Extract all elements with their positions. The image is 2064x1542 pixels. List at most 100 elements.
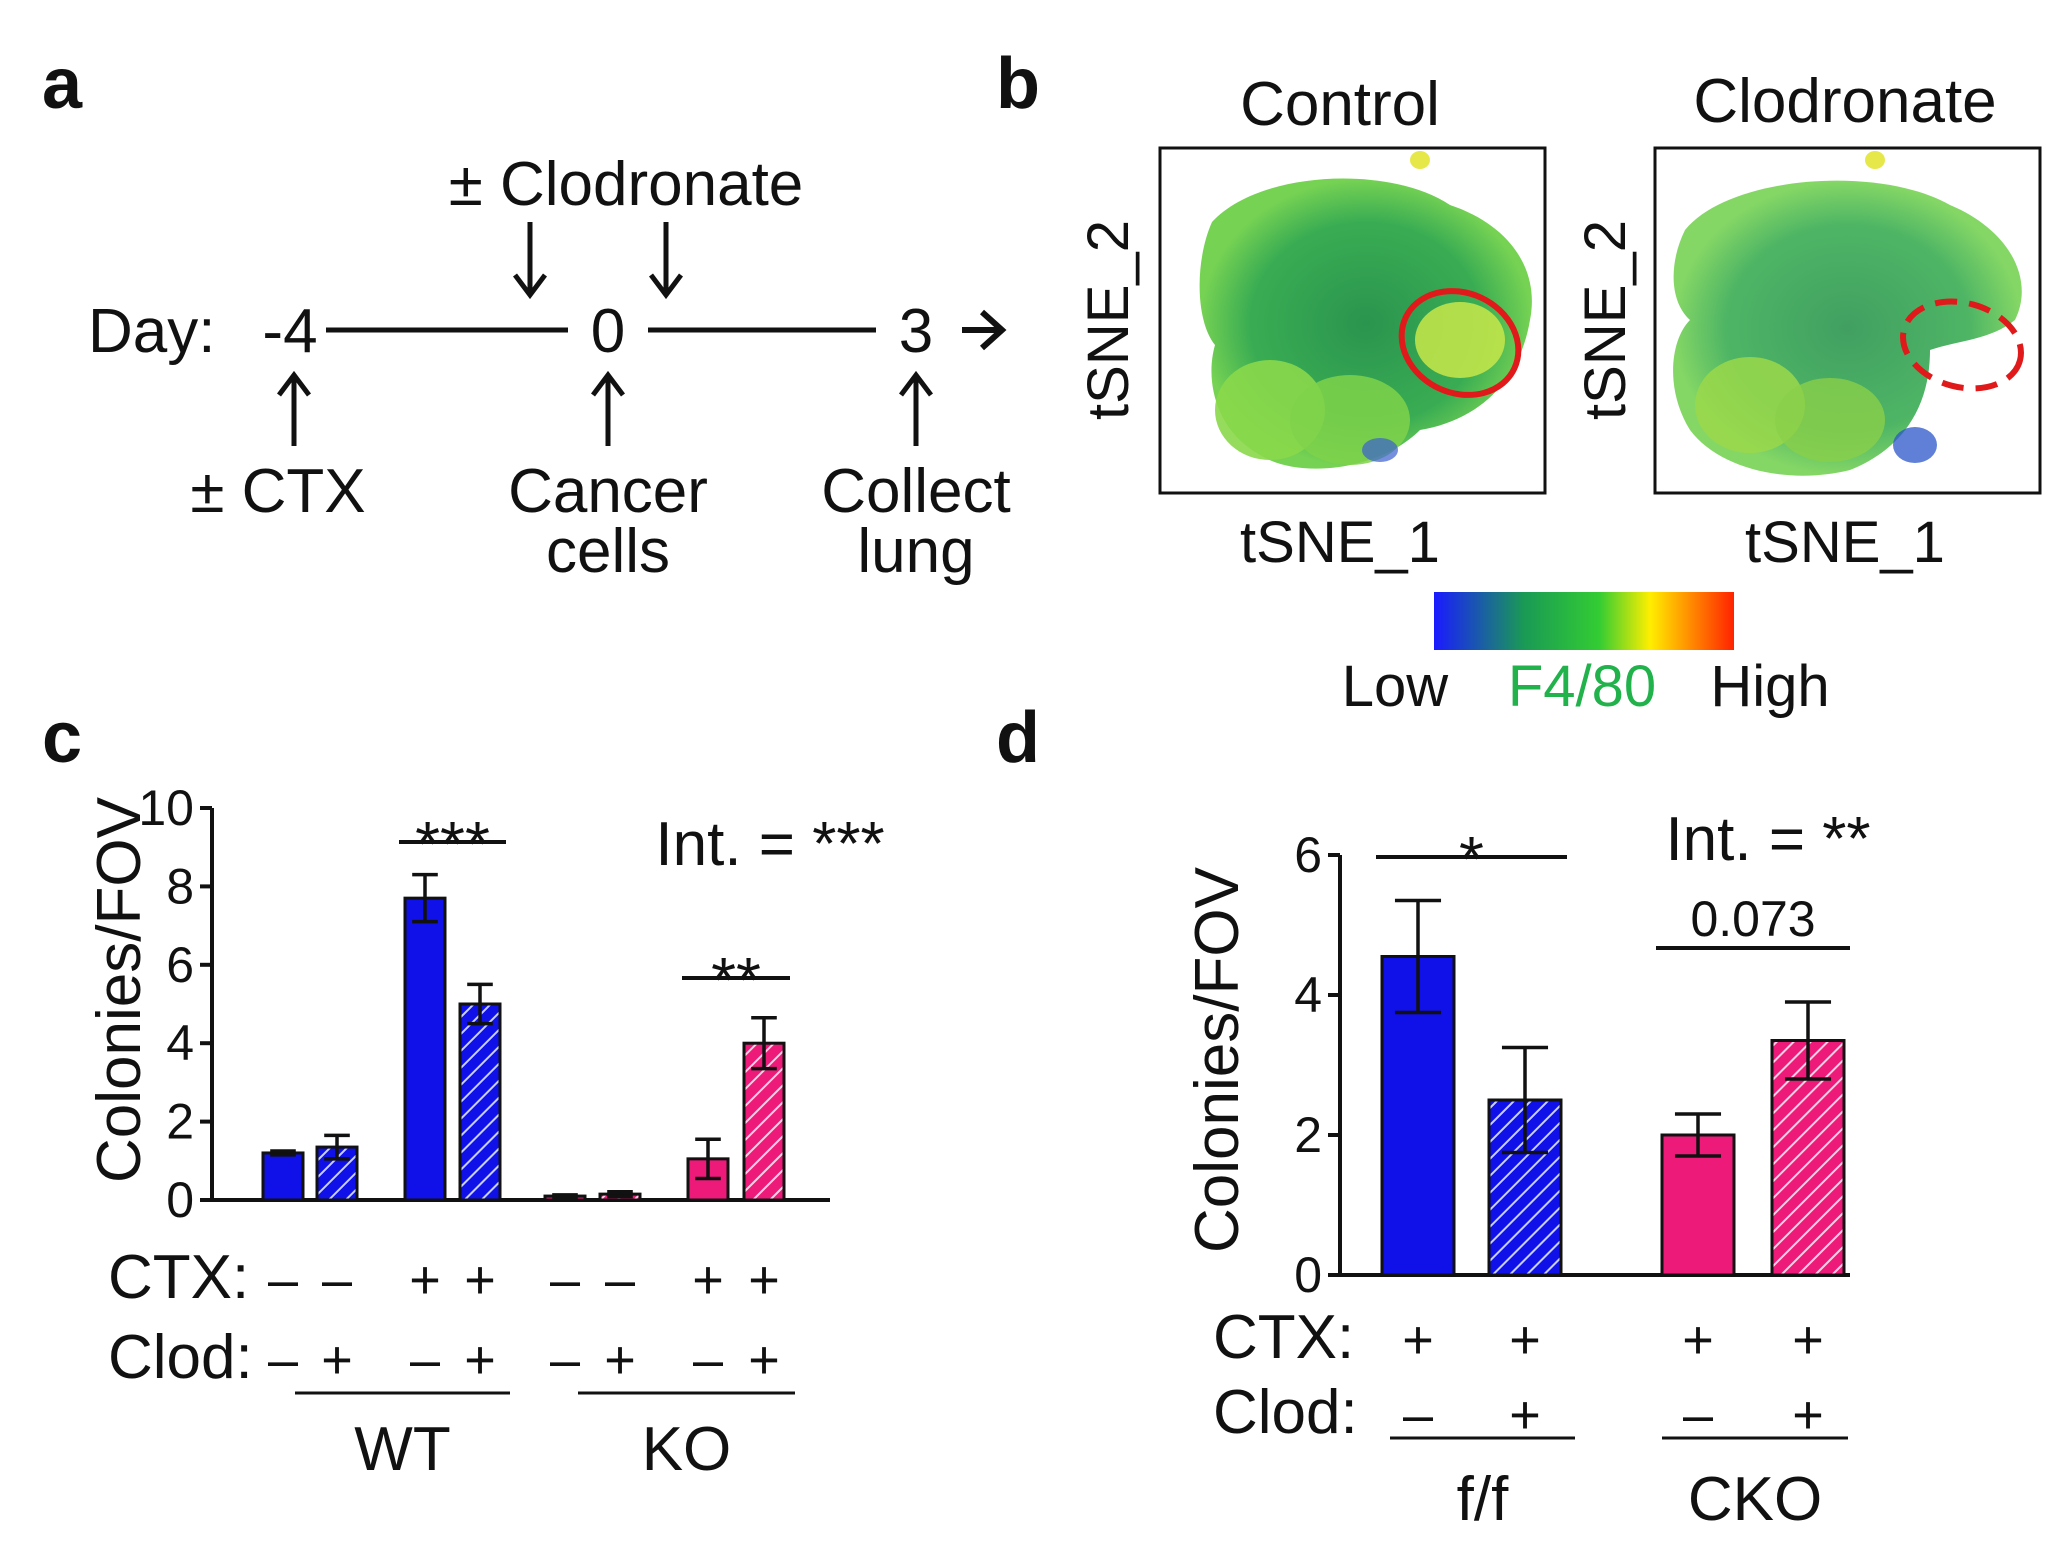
day-3: 3 — [899, 297, 933, 366]
bar — [403, 896, 447, 1202]
panel-label-d: d — [996, 698, 1040, 778]
y-tick-label: 8 — [166, 858, 194, 914]
clod-symbol: + — [321, 1330, 353, 1390]
clod-symbol: + — [1792, 1385, 1824, 1445]
ctx-symbol: + — [409, 1250, 441, 1310]
clodronate-arrow-2 — [649, 222, 683, 300]
y-tick-label: 0 — [166, 1172, 194, 1228]
ctx-symbol: – — [605, 1250, 635, 1310]
interaction-label: Int. = ** — [1665, 805, 1870, 874]
panel-label-c: c — [42, 698, 82, 778]
clod-symbol: – — [693, 1330, 723, 1390]
clod-symbol: – — [1683, 1385, 1713, 1445]
tsne-control-title: Control — [1240, 70, 1440, 139]
ctx-row-label: CTX: — [108, 1243, 249, 1312]
y-tick-label: 4 — [166, 1015, 194, 1071]
y-axis-label: Colonies/FOV — [1183, 866, 1252, 1253]
group-label: CKO — [1688, 1465, 1822, 1534]
ctx-symbol: – — [550, 1250, 580, 1310]
error-bar — [1501, 1045, 1549, 1155]
error-bar — [1784, 1000, 1832, 1081]
bar — [261, 1151, 305, 1202]
y-tick-label: 6 — [1294, 827, 1322, 883]
timeline-end-arrow — [962, 309, 1007, 351]
bar — [1660, 1133, 1736, 1277]
cancer-event-label: Cancer — [508, 457, 708, 526]
bar — [458, 1002, 502, 1202]
group-label: WT — [354, 1415, 450, 1484]
y-tick-label: 10 — [138, 780, 194, 836]
legend-low: Low — [1342, 654, 1450, 719]
y-axis-label: Colonies/FOV — [85, 796, 154, 1183]
error-bar — [467, 982, 493, 1026]
tsne-control-gate — [1398, 288, 1522, 398]
clodronate-label: ± Clodronate — [449, 150, 804, 219]
error-bar — [412, 872, 438, 924]
clod-symbol: – — [550, 1330, 580, 1390]
timeline-panel: ± Clodronate Day: -4 0 3 ± — [88, 150, 1011, 586]
error-bar — [270, 1149, 296, 1157]
ctx-symbol: + — [1792, 1310, 1824, 1370]
tsne-clodronate-plot: Clodronate tSNE_1 tSNE_2 — [1573, 67, 2042, 575]
ctx-symbol: + — [1682, 1310, 1714, 1370]
legend-marker: F4/80 — [1508, 654, 1656, 719]
clod-symbol: – — [1403, 1385, 1433, 1445]
y-tick-label: 2 — [166, 1094, 194, 1150]
tsne-control-plot: Control tSNE_1 tSNE_2 — [1076, 70, 1547, 575]
clod-symbol: + — [748, 1330, 780, 1390]
error-bar — [324, 1133, 350, 1161]
ctx-arrow — [277, 370, 311, 446]
significance-label: ** — [711, 944, 761, 1016]
tsne-clodronate-gate — [1900, 298, 2024, 392]
ctx-symbol: + — [1509, 1310, 1541, 1370]
clod-row-label: Clod: — [108, 1323, 253, 1392]
collect-event-label: Collect — [821, 457, 1011, 526]
ctx-symbol: + — [748, 1250, 780, 1310]
ctx-event-label: ± CTX — [190, 457, 365, 526]
group-label: f/f — [1457, 1465, 1509, 1534]
interaction-label: Int. = *** — [655, 810, 884, 879]
group-label: KO — [642, 1415, 732, 1484]
y-tick-label: 0 — [1294, 1247, 1322, 1303]
clod-symbol: + — [1509, 1385, 1541, 1445]
error-bar — [552, 1193, 578, 1200]
panel-label-a: a — [42, 44, 83, 124]
ctx-symbol: – — [268, 1250, 298, 1310]
colormap-legend: Low F4/80 High — [1342, 592, 1830, 719]
significance-label: *** — [415, 808, 490, 880]
y-tick-label: 6 — [166, 937, 194, 993]
clod-row-label: Clod: — [1213, 1378, 1358, 1447]
colormap-bar — [1434, 592, 1734, 650]
ctx-row-label: CTX: — [1213, 1303, 1354, 1372]
ctx-symbol: + — [464, 1250, 496, 1310]
day-minus4: -4 — [262, 297, 317, 366]
tsne-control-ylabel: tSNE_2 — [1076, 220, 1141, 420]
panel-label-b: b — [996, 44, 1040, 124]
ctx-symbol: + — [1402, 1310, 1434, 1370]
tsne-clodronate-title: Clodronate — [1693, 67, 1996, 136]
tsne-control-cells — [1199, 151, 1532, 469]
significance-label: 0.073 — [1690, 891, 1815, 947]
tsne-clodronate-cells — [1673, 151, 2022, 476]
clod-symbol: + — [464, 1330, 496, 1390]
error-bar — [695, 1137, 721, 1181]
ctx-symbol: – — [322, 1250, 352, 1310]
error-bar — [1394, 898, 1442, 1015]
collect-event-label-2: lung — [857, 517, 974, 586]
error-bar — [751, 1015, 777, 1071]
significance-label: * — [1459, 823, 1484, 895]
cancer-event-label-2: cells — [546, 517, 670, 586]
tsne-clodronate-ylabel: tSNE_2 — [1573, 220, 1638, 420]
legend-high: High — [1710, 654, 1829, 719]
y-tick-label: 2 — [1294, 1107, 1322, 1163]
clodronate-arrow-1 — [513, 222, 547, 300]
day-0: 0 — [591, 297, 625, 366]
cancer-arrow — [591, 370, 625, 446]
error-bar — [1674, 1112, 1722, 1158]
clod-symbol: + — [604, 1330, 636, 1390]
tsne-control-xlabel: tSNE_1 — [1240, 510, 1440, 575]
error-bar — [607, 1190, 633, 1199]
